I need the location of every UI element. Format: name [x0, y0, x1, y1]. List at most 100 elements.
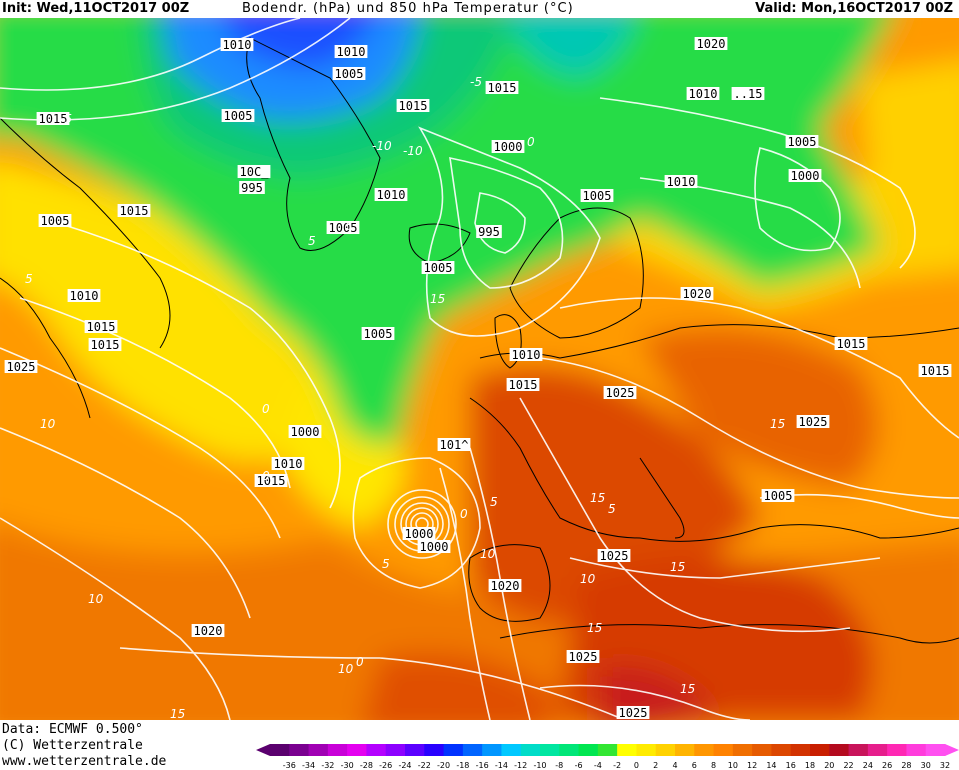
scale-swatch — [694, 744, 715, 756]
scale-label: 20 — [824, 761, 834, 770]
scale-label: -10 — [533, 761, 546, 770]
temperature-label: 20 — [425, 719, 441, 720]
isobar-label-text: 1015 — [87, 320, 116, 334]
scale-swatch — [289, 744, 310, 756]
isobar-label-text: 1015 — [399, 99, 428, 113]
temperature-label: 15 — [670, 560, 685, 574]
scale-swatch — [829, 744, 850, 756]
scale-swatch — [443, 744, 464, 756]
isobar-label-text: 1000 — [420, 540, 449, 554]
isobar-label: 1015 — [485, 81, 519, 95]
scale-label: -16 — [476, 761, 489, 770]
temperature-label: -5 — [60, 112, 72, 126]
temperature-label: 5 — [25, 272, 33, 286]
temperature-label: 0 — [262, 469, 270, 483]
temperature-label: 10 — [580, 572, 596, 586]
temperature-label: 0 — [460, 507, 468, 521]
scale-label: -22 — [418, 761, 431, 770]
temperature-label: 15 — [770, 417, 785, 431]
isobar-label: 1005 — [332, 67, 366, 81]
isobar-label-text: 995 — [241, 181, 263, 195]
isobar-label: 1005 — [361, 327, 395, 341]
scale-swatch — [597, 744, 618, 756]
scale-swatch — [308, 744, 329, 756]
scale-label: 12 — [747, 761, 757, 770]
isobar-label: 1020 — [680, 287, 714, 301]
website: www.wetterzentrale.de — [2, 754, 167, 769]
isobar-label-text: 1025 — [606, 386, 635, 400]
temperature-label: 0 — [356, 655, 364, 669]
scale-swatch — [810, 744, 830, 756]
temperature-label: 5 — [382, 557, 390, 571]
isobar-label-text: 1005 — [788, 135, 817, 149]
isobar-label-text: 1010 — [337, 45, 366, 59]
isobar-label-text: 1015 — [509, 378, 538, 392]
scale-swatch — [462, 744, 483, 756]
isobar-label-text: 1025 — [799, 415, 828, 429]
scale-swatch — [655, 744, 676, 756]
isobar-label-text: 1025 — [600, 549, 629, 563]
isobar-label-text: 1010 — [512, 348, 541, 362]
scale-label: -34 — [302, 761, 315, 770]
temperature-label: 10 — [338, 662, 354, 676]
isobar-label: 1005 — [761, 489, 795, 503]
scale-label: -2 — [613, 761, 621, 770]
isobar-label-text: 1005 — [329, 221, 358, 235]
scale-label: 10 — [728, 761, 738, 770]
scale-label: 14 — [766, 761, 776, 770]
temperature-label: 10 — [480, 547, 496, 561]
isobar-label-text: 101^ — [440, 438, 469, 452]
isobar-label-text: 1005 — [583, 189, 612, 203]
isobar-label-text: ..15 — [734, 87, 763, 101]
valid-time: Valid: Mon,16OCT2017 00Z — [755, 1, 953, 16]
scale-swatch — [790, 744, 811, 756]
temperature-label: 0 — [527, 135, 535, 149]
isobar-label: 1005 — [580, 189, 614, 203]
temperature-label: 15 — [430, 292, 445, 306]
isobar-label: 1005 — [785, 135, 819, 149]
isobar-label: 1010 — [686, 87, 720, 101]
isobar-label-text: 1005 — [364, 327, 393, 341]
temperature-label: 5 — [608, 502, 616, 516]
isobar-label-text: 1020 — [194, 624, 223, 638]
isobar-label: 1025 — [616, 706, 650, 720]
copyright: (C) Wetterzentrale — [2, 738, 143, 753]
isobar-label: ..15 — [731, 87, 765, 101]
isobar-label: 1015 — [117, 204, 151, 218]
scale-label: -32 — [321, 761, 334, 770]
isobar-label: 1025 — [566, 650, 600, 664]
data-source: Data: ECMWF 0.500° — [2, 722, 143, 737]
isobar-label: 1000 — [402, 527, 436, 541]
color-scale: -36 -34 -32 -30 -28 -26 -24 -22 -20 -18 -16 -14 -12-… — [256, 744, 959, 770]
scale-label: 28 — [901, 761, 911, 770]
isobar-label: 1025 — [603, 386, 637, 400]
scale-label: -28 — [360, 761, 373, 770]
isobar-label-text: 10C_ — [240, 165, 270, 179]
isobars — [0, 18, 959, 720]
scale-swatch — [906, 744, 927, 756]
scale-swatch — [520, 744, 541, 756]
scale-label: -12 — [514, 761, 527, 770]
scale-swatch — [848, 744, 869, 756]
scale-label: 4 — [672, 761, 677, 770]
scale-swatch — [482, 744, 502, 756]
temperature-label: -5 — [470, 75, 482, 89]
temperature-label: 0 — [262, 402, 270, 416]
scale-label: -18 — [456, 761, 469, 770]
scale-label: -24 — [398, 761, 411, 770]
isobar-label: 101^ — [437, 438, 471, 452]
scale-label: 8 — [711, 761, 716, 770]
scale-swatch — [713, 744, 734, 756]
temperature-label: 5 — [308, 234, 316, 248]
scale-label: 2 — [653, 761, 658, 770]
isobar-label: 1000 — [788, 169, 822, 183]
isobar-label: 1010 — [220, 38, 254, 52]
isobar-label-text: 1000 — [405, 527, 434, 541]
isobar-label-text: 1020 — [697, 37, 726, 51]
scale-swatch — [636, 744, 657, 756]
scale-swatch — [501, 744, 522, 756]
isobar-label-text: 995 — [478, 225, 500, 239]
isobar-label: 1015 — [834, 337, 868, 351]
temperature-label: -10 — [372, 139, 392, 153]
isobar-label: 1010 — [334, 45, 368, 59]
